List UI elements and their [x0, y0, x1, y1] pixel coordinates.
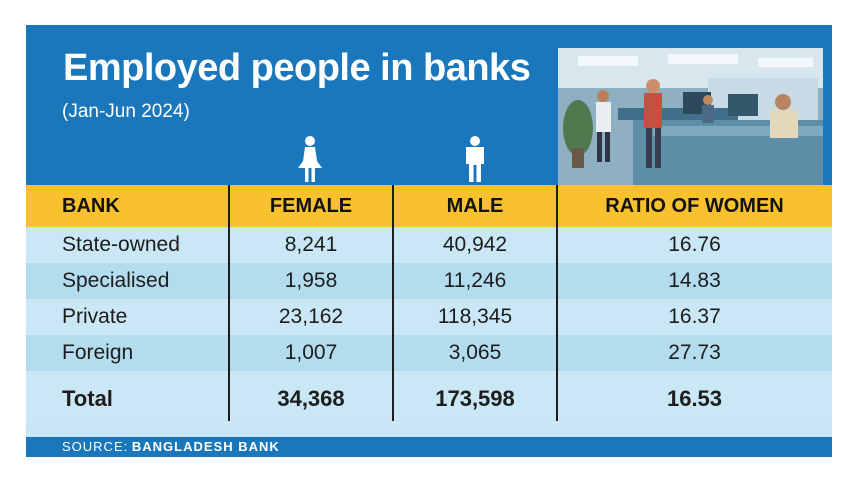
column-header-ratio: RATIO OF WOMEN: [605, 195, 784, 217]
table-row: Foreign 1,007 3,065 27.73: [26, 335, 832, 371]
cell-female: 1,007: [284, 341, 338, 364]
cell-bank: State-owned: [62, 233, 180, 256]
male-person-icon: [466, 136, 484, 182]
header-panel: Employed people in banks (Jan-Jun 2024): [26, 25, 832, 185]
cell-ratio: 16.37: [668, 305, 721, 328]
female-person-icon: [298, 136, 322, 182]
cell-female: 1,958: [284, 269, 338, 292]
table-row: State-owned 8,241 40,942 16.76: [26, 227, 832, 263]
table-total-row: Total 34,368 173,598 16.53: [26, 371, 832, 423]
cell-male: 11,246: [443, 269, 507, 292]
table-row: Private 23,162 118,345 16.37: [26, 299, 832, 335]
cell-total-ratio: 16.53: [666, 386, 723, 411]
column-header-bank: BANK: [62, 195, 120, 217]
source-org: BANGLADESH BANK: [131, 439, 280, 454]
source-footer: SOURCE: BANGLADESH BANK: [26, 437, 832, 457]
chart-title: Employed people in banks: [63, 47, 531, 89]
source-label: SOURCE:: [62, 439, 129, 454]
chart-subtitle: (Jan-Jun 2024): [62, 101, 190, 122]
cell-male: 3,065: [448, 341, 502, 364]
cell-ratio: 16.76: [668, 233, 721, 256]
column-divider: [392, 185, 394, 421]
column-divider: [228, 185, 230, 421]
cell-ratio: 14.83: [668, 269, 721, 292]
column-header-male: MALE: [446, 195, 504, 217]
cell-bank: Private: [62, 305, 128, 328]
column-header-female: FEMALE: [269, 195, 353, 217]
cell-bank: Foreign: [62, 341, 134, 364]
table-header-row: BANK FEMALE MALE RATIO OF WOMEN: [26, 185, 832, 227]
cell-total-label: Total: [62, 386, 113, 411]
cell-male: 118,345: [437, 305, 513, 328]
cell-female: 8,241: [284, 233, 338, 256]
table-row: Specialised 1,958 11,246 14.83: [26, 263, 832, 299]
cell-ratio: 27.73: [668, 341, 721, 364]
cell-bank: Specialised: [62, 269, 170, 292]
cell-female: 23,162: [278, 305, 344, 328]
bank-office-photo: [558, 48, 823, 185]
infographic-card: Employed people in banks (Jan-Jun 2024): [26, 25, 832, 457]
cell-male: 40,942: [442, 233, 508, 256]
cell-total-male: 173,598: [435, 386, 515, 411]
column-divider: [556, 185, 558, 421]
cell-total-female: 34,368: [277, 386, 345, 411]
